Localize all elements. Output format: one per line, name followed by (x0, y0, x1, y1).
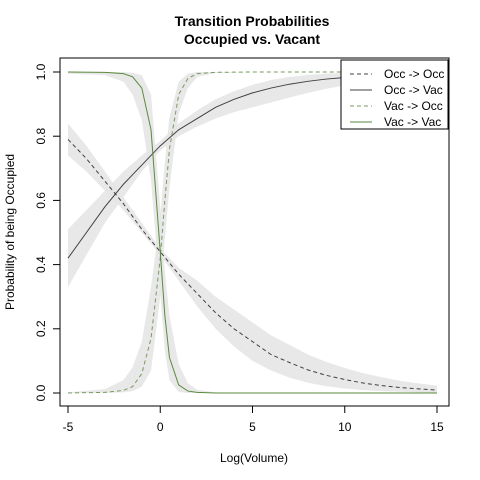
y-tick-label: 1.0 (34, 63, 48, 80)
legend-label-vac-occ: Vac -> Occ (384, 99, 443, 113)
chart-subtitle: Occupied vs. Vacant (184, 31, 321, 47)
x-tick-label: 0 (157, 420, 164, 434)
legend: Occ -> Occ Occ -> Vac Vac -> Occ Vac -> Vac (340, 59, 449, 130)
y-axis: 0.0 0.2 0.4 0.6 0.8 1.0 (34, 63, 61, 401)
legend-box (340, 59, 449, 130)
series-line-vac-vac (67, 71, 437, 394)
x-tick-label: 10 (338, 420, 352, 434)
x-tick-label: 5 (249, 420, 256, 434)
series-line-vac-occ (67, 71, 437, 394)
series-line-occ-occ (67, 139, 438, 391)
y-tick-label: 0.4 (34, 256, 48, 273)
x-tick-label: 15 (430, 420, 444, 434)
legend-label-occ-vac: Occ -> Vac (384, 83, 443, 97)
y-axis-label: Probability of being Occupied (3, 154, 17, 310)
y-tick-label: 0.8 (34, 128, 48, 145)
x-axis: -5 0 5 10 15 (63, 405, 444, 434)
confidence-bands (68, 72, 437, 393)
y-tick-label: 0.0 (34, 384, 48, 401)
confidence-band-occ-occ (68, 123, 437, 393)
y-tick-label: 0.6 (34, 192, 48, 209)
chart-title: Transition Probabilities (175, 13, 330, 29)
legend-label-vac-vac: Vac -> Vac (384, 115, 441, 129)
x-tick-label: -5 (63, 420, 74, 434)
x-axis-label: Log(Volume) (220, 451, 288, 465)
y-tick-label: 0.2 (34, 320, 48, 337)
legend-label-occ-occ: Occ -> Occ (384, 67, 444, 81)
